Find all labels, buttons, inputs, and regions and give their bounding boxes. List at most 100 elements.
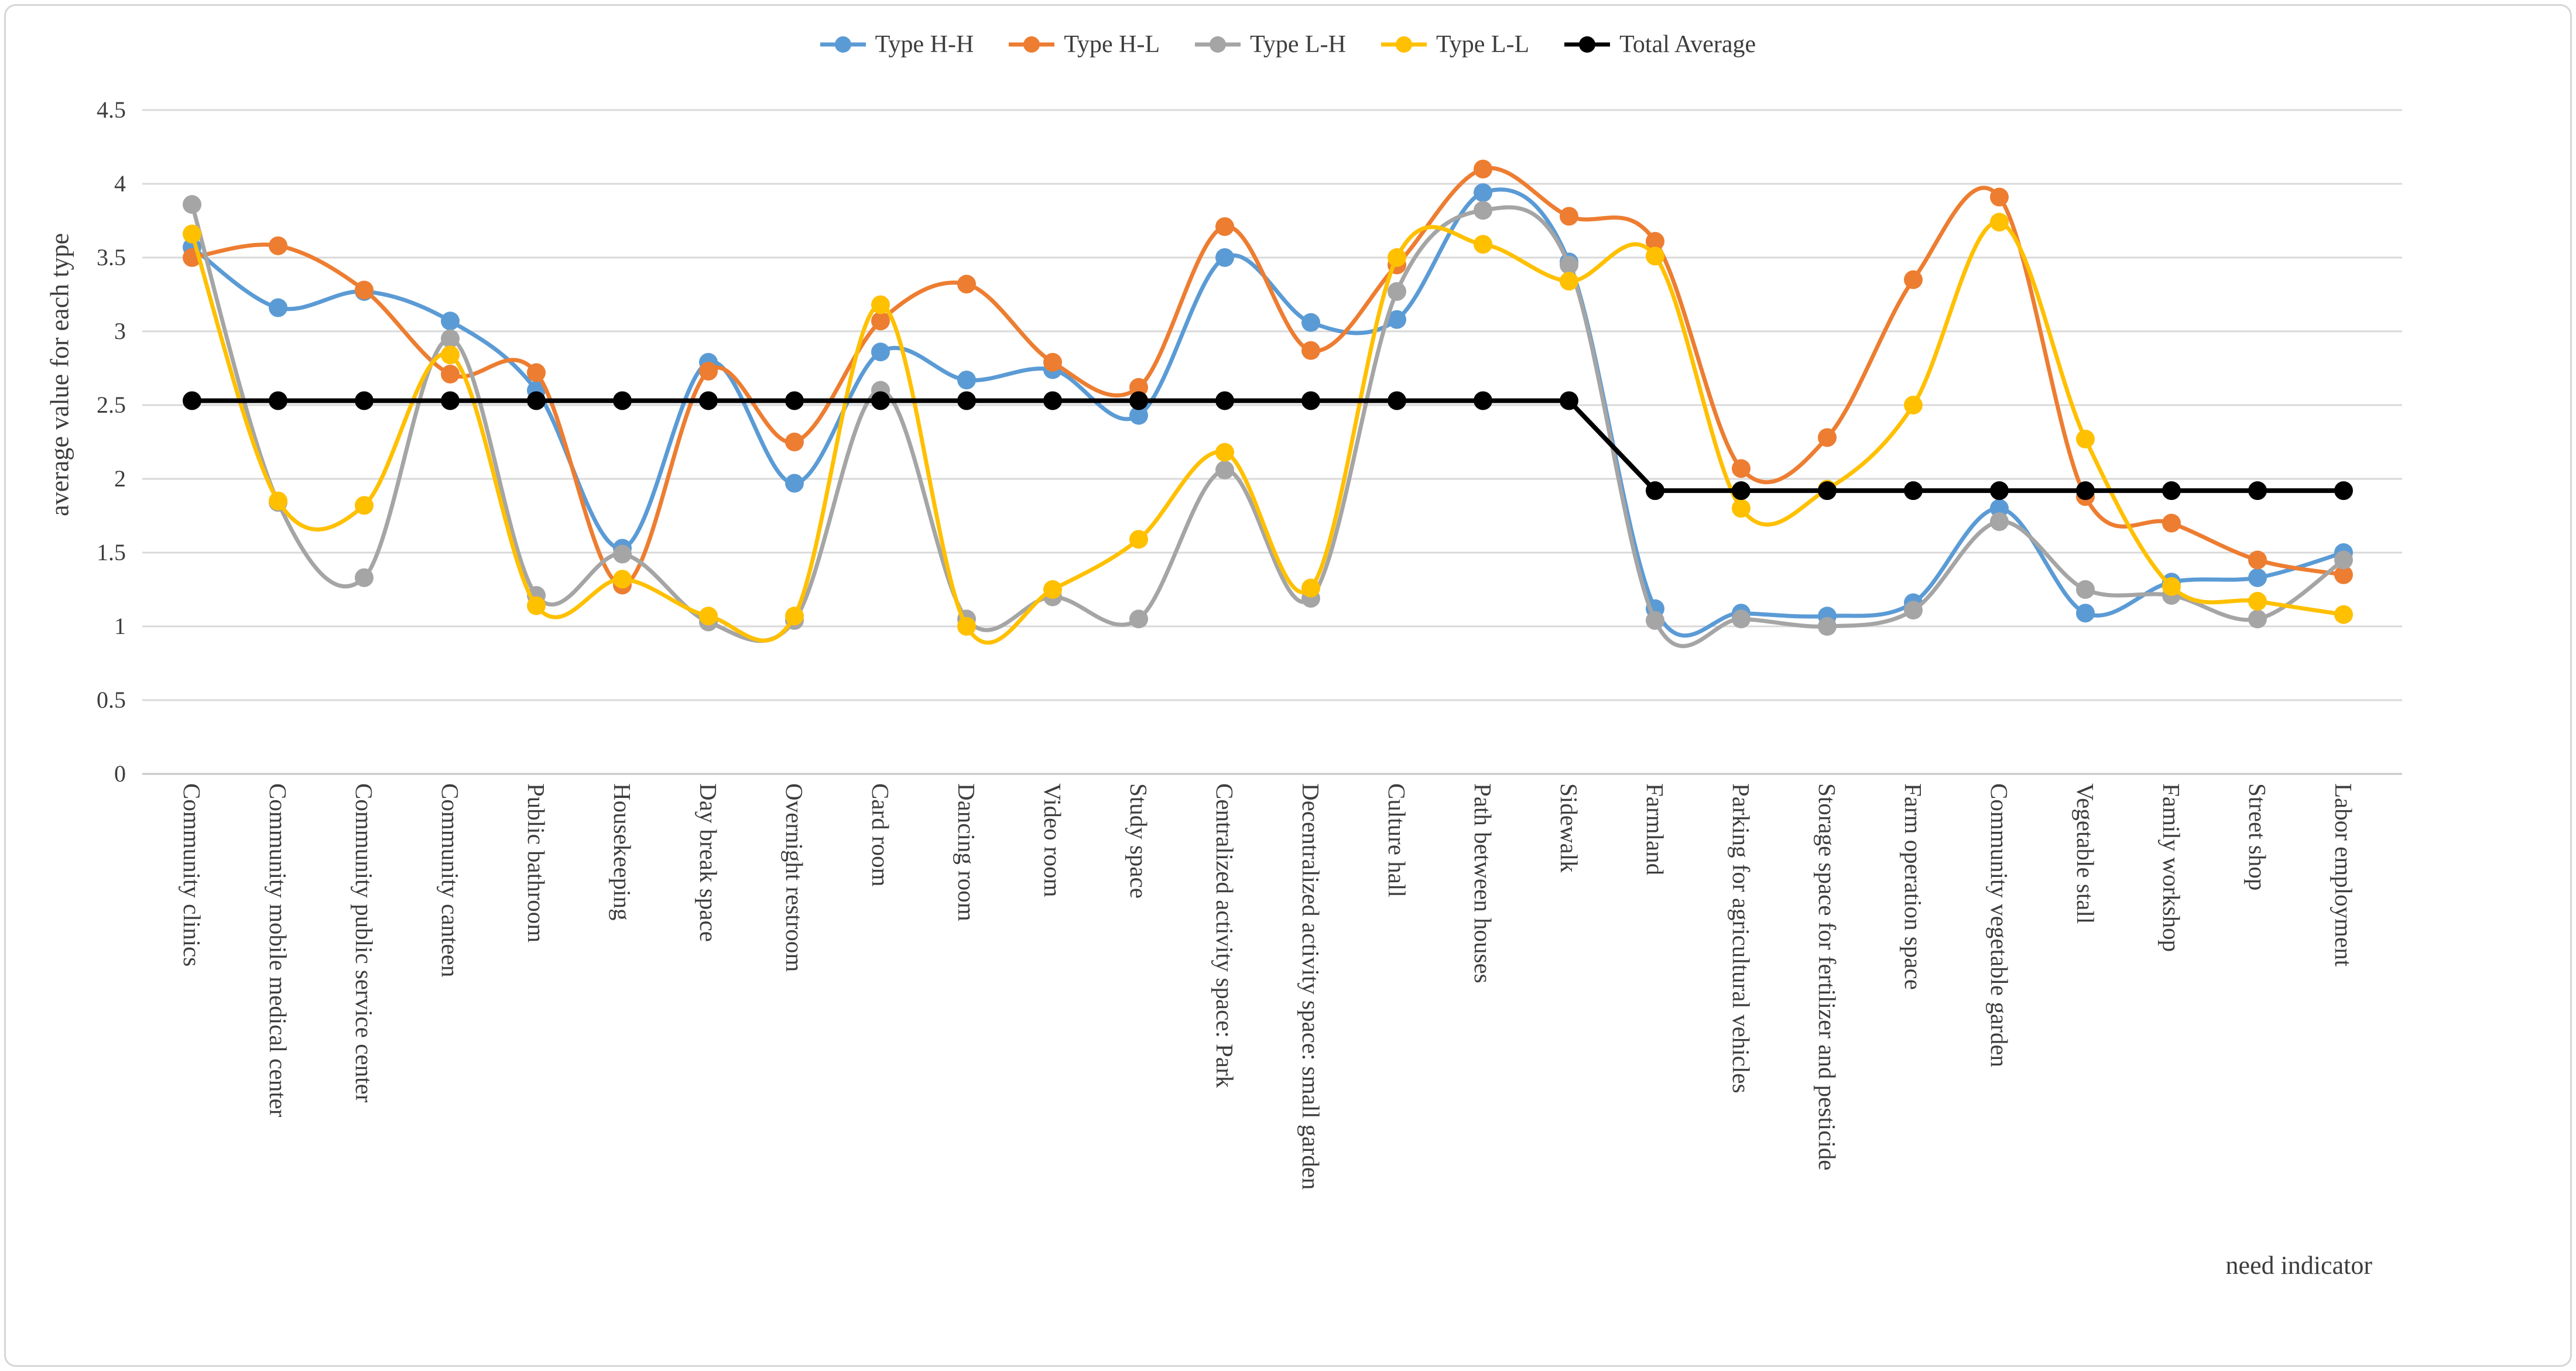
data-point-type-l-l-community-mobile-medical-center <box>269 491 287 510</box>
data-point-type-l-l-community-canteen <box>441 345 460 365</box>
data-point-type-h-h-vegetable-stall <box>2076 604 2095 623</box>
data-point-type-l-h-community-public-service-center <box>355 568 374 587</box>
category-label-community-clinics: Community clinics <box>179 783 205 967</box>
data-point-type-h-l-decentralized-activity-space-small-garden <box>1301 341 1320 360</box>
y-tick-label-2.5: 2.5 <box>97 392 126 418</box>
data-point-type-l-l-street-shop <box>2248 592 2267 611</box>
data-point-type-h-l-sidewalk <box>1560 207 1578 226</box>
data-point-total-average-sidewalk <box>1560 391 1578 410</box>
data-point-type-l-l-centralized-activity-space-park <box>1215 443 1234 462</box>
data-point-type-l-l-public-bathroom <box>527 596 546 615</box>
data-point-total-average-street-shop <box>2248 481 2267 501</box>
y-tick-label-4: 4 <box>114 170 126 197</box>
y-tick-label-1: 1 <box>114 613 126 639</box>
data-point-type-l-l-day-break-space <box>699 606 718 626</box>
series-line-total-average <box>192 398 2344 493</box>
data-point-type-h-l-labor-employment <box>2334 565 2353 584</box>
data-point-total-average-storage-space-for-fertilizer-and-pesticide <box>1818 481 1837 501</box>
data-point-total-average-farmland <box>1646 481 1664 501</box>
data-point-type-h-l-overnight-restroom <box>785 433 804 451</box>
category-label-community-public-service-center: Community public service center <box>351 783 378 1103</box>
data-point-type-h-l-public-bathroom <box>527 363 546 382</box>
data-point-type-l-h-parking-for-agricultural-vehicles <box>1732 609 1751 629</box>
data-point-type-l-h-community-canteen <box>441 329 460 348</box>
data-point-total-average-community-canteen <box>441 391 460 410</box>
legend-marker-icon <box>1564 36 1611 53</box>
data-point-type-l-l-labor-employment <box>2334 605 2353 624</box>
data-point-type-l-h-sidewalk <box>1560 255 1578 275</box>
category-label-study-space: Study space <box>1125 783 1152 899</box>
data-point-type-h-h-culture-hall <box>1388 310 1406 329</box>
y-tick-label-2: 2 <box>114 465 126 492</box>
data-point-type-l-l-farm-operation-space <box>1904 396 1923 414</box>
category-label-street-shop: Street shop <box>2244 783 2271 891</box>
data-point-total-average-community-mobile-medical-center <box>269 391 287 410</box>
data-point-type-h-l-video-room <box>1043 352 1062 372</box>
data-point-type-l-l-community-public-service-center <box>355 496 374 515</box>
data-point-type-l-h-labor-employment <box>2334 550 2353 570</box>
data-point-type-l-h-study-space <box>1129 609 1148 629</box>
data-point-type-h-h-path-between-houses <box>1474 183 1492 203</box>
data-point-type-l-h-centralized-activity-space-park <box>1215 460 1234 479</box>
data-point-type-l-h-path-between-houses <box>1474 201 1492 220</box>
data-point-type-h-h-street-shop <box>2248 568 2267 587</box>
category-label-storage-space-for-fertilizer-and-pesticide: Storage space for fertilizer and pestici… <box>1814 783 1841 1171</box>
y-tick-label-4.5: 4.5 <box>97 97 126 123</box>
data-point-type-h-l-storage-space-for-fertilizer-and-pesticide <box>1818 428 1837 447</box>
data-point-total-average-card-room <box>871 391 890 410</box>
category-label-farm-operation-space: Farm operation space <box>1900 783 1927 990</box>
data-point-type-h-l-parking-for-agricultural-vehicles <box>1732 459 1751 478</box>
data-point-total-average-vegetable-stall <box>2076 481 2095 501</box>
data-point-total-average-labor-employment <box>2334 481 2353 501</box>
x-axis-title: need indicator <box>2225 1251 2372 1280</box>
data-point-total-average-path-between-houses <box>1474 391 1492 410</box>
chart-outer-border <box>4 4 2572 1367</box>
category-label-centralized-activity-space-park: Centralized activity space: Park <box>1211 783 1238 1088</box>
data-point-type-h-h-decentralized-activity-space-small-garden <box>1301 313 1320 332</box>
data-point-type-l-h-storage-space-for-fertilizer-and-pesticide <box>1818 617 1837 636</box>
data-point-type-h-l-study-space <box>1129 378 1148 397</box>
category-label-dancing-room: Dancing room <box>953 783 980 921</box>
legend-item-type-l-h: Type L-H <box>1195 30 1346 59</box>
data-point-type-h-l-family-workshop <box>2162 513 2181 533</box>
data-point-type-h-l-card-room <box>871 311 890 331</box>
data-point-type-h-h-community-mobile-medical-center <box>269 298 287 317</box>
data-point-type-l-h-farmland <box>1646 611 1664 630</box>
y-tick-label-0: 0 <box>114 760 126 787</box>
series-line-type-l-l <box>190 220 2344 645</box>
data-point-type-l-l-study-space <box>1129 530 1148 549</box>
data-point-total-average-community-public-service-center <box>355 391 374 410</box>
legend-label: Type L-H <box>1250 31 1346 58</box>
y-tick-label-0.5: 0.5 <box>97 687 126 713</box>
data-point-type-h-l-farm-operation-space <box>1904 270 1923 289</box>
category-label-day-break-space: Day break space <box>695 783 722 942</box>
legend-label: Type L-L <box>1436 31 1530 58</box>
category-label-culture-hall: Culture hall <box>1383 783 1410 897</box>
category-label-family-workshop: Family workshop <box>2158 783 2185 952</box>
data-point-type-l-l-card-room <box>871 295 890 314</box>
category-label-labor-employment: Labor employment <box>2330 783 2357 967</box>
category-label-overnight-restroom: Overnight restroom <box>781 783 808 972</box>
data-point-type-l-l-family-workshop <box>2162 577 2181 596</box>
data-point-total-average-housekeeping <box>613 391 632 410</box>
data-point-type-h-l-dancing-room <box>957 275 976 294</box>
data-point-type-h-h-centralized-activity-space-park <box>1215 248 1234 267</box>
data-point-type-h-l-community-public-service-center <box>355 280 374 300</box>
y-tick-label-1.5: 1.5 <box>97 539 126 565</box>
data-point-type-l-l-decentralized-activity-space-small-garden <box>1301 578 1320 598</box>
category-label-sidewalk: Sidewalk <box>1556 783 1582 873</box>
data-point-type-l-h-culture-hall <box>1388 282 1406 301</box>
data-point-type-l-l-community-clinics <box>183 224 201 244</box>
data-point-type-l-l-community-vegetable-garden <box>1990 212 2009 232</box>
data-point-total-average-culture-hall <box>1388 391 1406 410</box>
series-line-type-h-l <box>191 166 2344 587</box>
legend-item-total-average: Total Average <box>1564 30 1756 59</box>
data-point-type-h-h-dancing-room <box>957 371 976 390</box>
legend-item-type-h-l: Type H-L <box>1009 30 1160 59</box>
data-point-total-average-community-vegetable-garden <box>1990 481 2009 501</box>
legend-marker-icon <box>820 36 866 53</box>
category-label-vegetable-stall: Vegetable stall <box>2072 783 2099 924</box>
data-point-type-h-h-card-room <box>871 342 890 362</box>
data-point-type-h-l-community-vegetable-garden <box>1990 187 2009 207</box>
category-label-video-room: Video room <box>1039 783 1066 897</box>
